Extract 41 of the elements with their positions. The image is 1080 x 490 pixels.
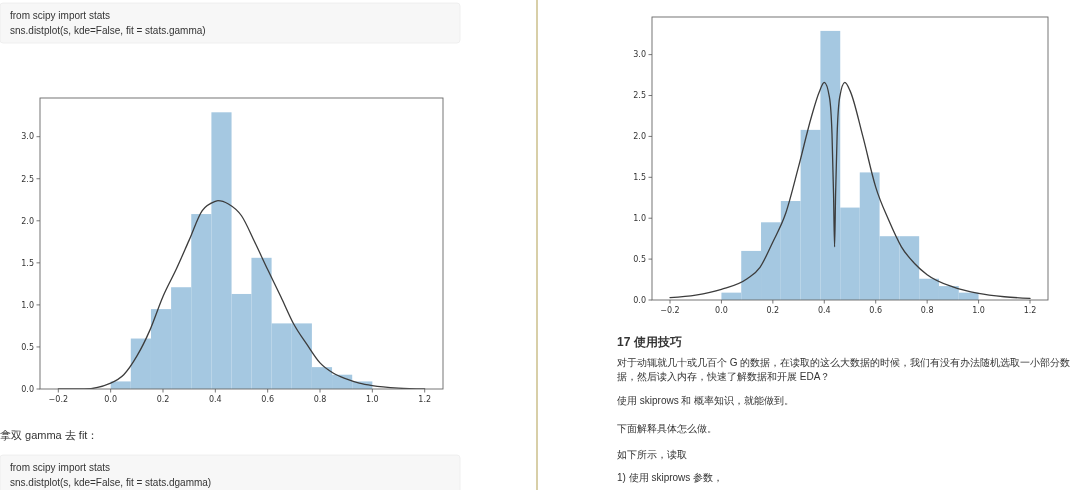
y-tick-label: 0.5 (21, 342, 34, 352)
y-tick-label: 1.5 (633, 173, 646, 183)
x-tick-label: 1.2 (418, 395, 432, 404)
x-tick-label: −0.2 (660, 306, 680, 315)
x-tick-label: 0.0 (104, 395, 118, 404)
text: 对于动辄就几十或几百个 G 的数据，在读取的这么大数据的时候，我们有没有办法随机选取一小部分数据，然后读入内存，快速了解数据和开展 EDA？ (617, 357, 1071, 382)
text: 拿双 gamma 去 fit： (0, 429, 99, 441)
y-tick-label: 0.0 (21, 384, 34, 394)
text: 下面解释具体怎么做。 (617, 423, 717, 434)
x-tick-label: 0.6 (261, 395, 275, 404)
y-tick-label: 3.0 (633, 50, 646, 60)
y-tick-label: 0.0 (633, 295, 646, 305)
x-tick-label: 0.6 (869, 306, 883, 315)
text: sns.distplot(s, kde=False, fit = stats.gamma) (10, 25, 206, 36)
y-tick-label: 0.5 (633, 254, 646, 264)
text: from scipy import stats (10, 462, 111, 473)
text: 使用 skiprows 和 概率知识，就能做到。 (617, 395, 795, 406)
y-tick-label: 3.0 (21, 132, 34, 142)
y-tick-label: 2.5 (633, 91, 646, 101)
x-tick-label: 0.4 (817, 306, 831, 315)
y-tick-label: 2.5 (21, 174, 34, 184)
line-series (669, 81, 1031, 300)
x-tick-label: 0.0 (715, 306, 728, 315)
x-tick-label: 0.4 (208, 395, 222, 404)
x-tick-label: 0.8 (313, 395, 327, 404)
text: 1) 使用 skiprows 参数， (617, 472, 724, 483)
x-tick-label: 1.2 (1023, 306, 1037, 315)
text: from scipy import stats (10, 10, 111, 21)
x-tick-label: 1.0 (972, 306, 985, 315)
y-tick-label: 1.5 (21, 258, 34, 268)
x-tick-label: 0.2 (766, 306, 780, 315)
text: 如下所示，读取 (617, 449, 687, 460)
x-tick-label: 1.0 (365, 395, 379, 404)
y-tick-label: 2.0 (633, 132, 646, 142)
y-tick-label: 2.0 (21, 216, 34, 226)
text: 17 使用技巧 (617, 335, 682, 349)
x-tick-label: 0.2 (156, 395, 170, 404)
text: sns.distplot(s, kde=False, fit = stats.dgamma) (10, 477, 212, 488)
x-tick-label: 0.8 (920, 306, 934, 315)
x-tick-label: −0.2 (48, 395, 69, 404)
y-tick-label: 1.0 (633, 214, 646, 224)
